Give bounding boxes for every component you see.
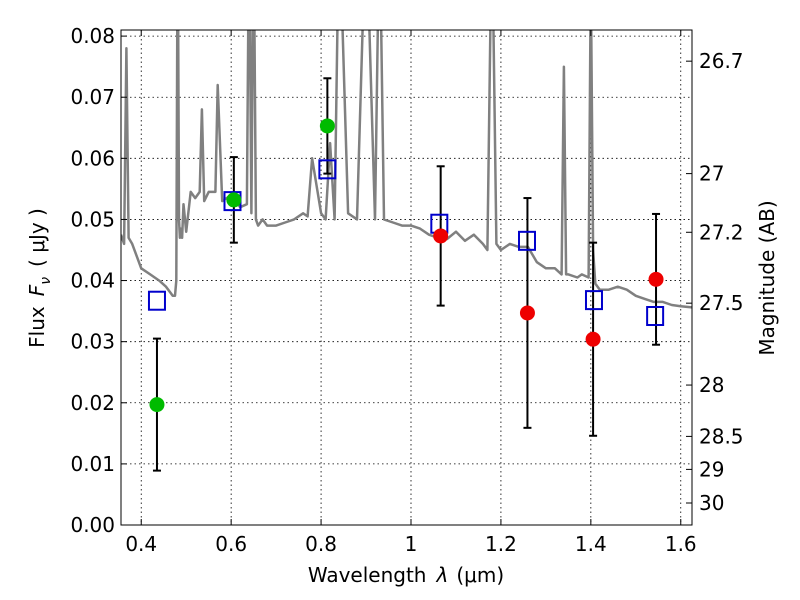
x-axis-label-unit: (μm)	[456, 563, 504, 587]
y-tick-label: 0.04	[70, 269, 115, 293]
y2-tick-label: 27.5	[699, 291, 744, 315]
y-axis-label-text: Flux	[25, 306, 49, 348]
plot-frame	[120, 29, 693, 526]
x-tick-label: 1.6	[665, 532, 697, 556]
x-tick-label: 1	[405, 532, 418, 556]
ticks: 0.4 0.6 0.8 1 1.2 1.4 1.6 0.00 0.01 0.02 0.03 0.04 0…	[70, 24, 743, 556]
model-photometry-square	[646, 306, 665, 326]
y2-tick-label: 26.7	[699, 49, 744, 73]
y-tick-label: 0.00	[70, 513, 115, 537]
model-photometry-square	[147, 290, 166, 311]
x-tick-label: 1.2	[485, 532, 517, 556]
x-axis-label: Wavelength λ (μm)	[308, 563, 504, 587]
infrared-data-point	[519, 305, 535, 321]
y2-tick-label: 28	[699, 373, 724, 397]
y-tick-label: 0.06	[70, 146, 115, 170]
x-tick-label: 0.4	[125, 532, 157, 556]
x-axis-label-text: Wavelength	[308, 563, 427, 587]
y-tick-label: 0.03	[70, 330, 115, 354]
y-axis-label: Flux Fν ( μJy )	[25, 208, 54, 348]
y2-tick-label: 27	[699, 162, 724, 186]
infrared-data-point	[585, 331, 601, 347]
grid	[121, 30, 692, 525]
y2-tick-label: 30	[699, 491, 724, 515]
y-axis-label-subscript: ν	[38, 277, 54, 285]
spectrum-layer	[121, 30, 692, 309]
x-axis-label-symbol: λ	[436, 563, 449, 587]
x-tick-label: 0.6	[215, 532, 247, 556]
y-tick-label: 0.08	[70, 24, 115, 48]
model-photometry-square	[517, 230, 536, 251]
y-tick-label: 0.02	[70, 391, 115, 415]
model-photometry-square	[584, 290, 603, 311]
y2-tick-label: 27.2	[699, 220, 744, 244]
y2-tick-label: 29	[699, 457, 724, 481]
model-photometry-layer	[147, 159, 665, 326]
x-tick-label: 0.8	[305, 532, 337, 556]
infrared-data-point	[433, 228, 449, 244]
model-spectrum-line	[121, 30, 692, 309]
optical-data-point	[226, 192, 242, 208]
model-photometry-square	[318, 159, 337, 180]
optical-data-point	[149, 397, 165, 413]
x-tick-label: 1.4	[575, 532, 607, 556]
y-tick-label: 0.01	[70, 452, 115, 476]
y-tick-label: 0.05	[70, 207, 115, 231]
y-axis-label-symbol: F	[25, 284, 49, 296]
y-tick-label: 0.07	[70, 85, 115, 109]
y2-axis-label: Magnitude (AB)	[755, 200, 779, 355]
infrared-data-point	[648, 271, 664, 287]
observed-points-layer	[149, 118, 664, 413]
optical-data-point	[319, 118, 335, 134]
y2-tick-label: 28.5	[699, 424, 744, 448]
y-axis-label-unit: ( μJy )	[25, 208, 49, 267]
